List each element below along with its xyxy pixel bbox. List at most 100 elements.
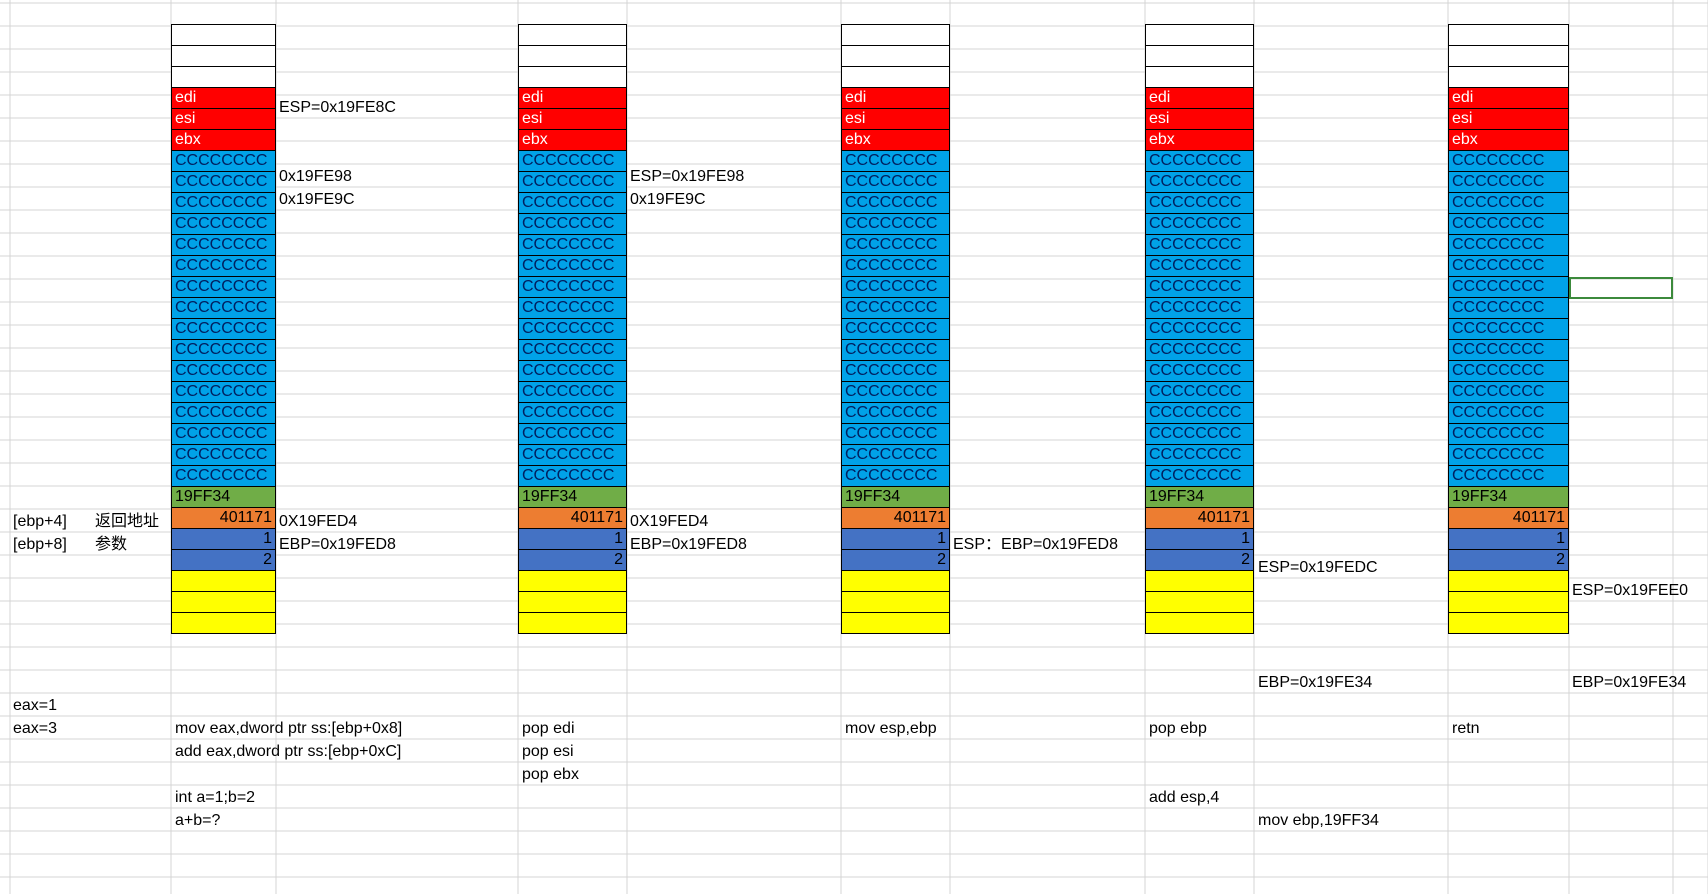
stack-cell: CCCCCCCC bbox=[1449, 235, 1568, 256]
stack-cell bbox=[1146, 46, 1253, 67]
stack-cell: CCCCCCCC bbox=[172, 298, 275, 319]
stack-cell: 2 bbox=[842, 550, 949, 571]
stack-cell: CCCCCCCC bbox=[1449, 319, 1568, 340]
stack-cell: CCCCCCCC bbox=[842, 151, 949, 172]
stack-cell bbox=[1146, 592, 1253, 613]
stack-cell: CCCCCCCC bbox=[1146, 466, 1253, 487]
stack-cell: 1 bbox=[1449, 529, 1568, 550]
stack-cell: CCCCCCCC bbox=[172, 193, 275, 214]
stack-cell bbox=[1146, 571, 1253, 592]
stack-cell bbox=[1146, 25, 1253, 46]
stack-cell: CCCCCCCC bbox=[519, 235, 626, 256]
stack-cell: edi bbox=[1146, 88, 1253, 109]
stack-cell: CCCCCCCC bbox=[519, 403, 626, 424]
stack-diagram-5: edi esi ebx CCCCCCCC CCCCCCCC CCCCCCCC CCCCCCC… bbox=[1448, 24, 1569, 634]
stack-cell: 1 bbox=[519, 529, 626, 550]
stack-cell: 401171 bbox=[1146, 508, 1253, 529]
stack-cell: CCCCCCCC bbox=[519, 382, 626, 403]
stack-cell: CCCCCCCC bbox=[1146, 340, 1253, 361]
col4-esp: ESP=0x19FEDC bbox=[1258, 559, 1378, 576]
col2-code3: pop ebx bbox=[522, 766, 579, 783]
label-return-address: 返回地址 bbox=[95, 513, 160, 530]
stack-cell: CCCCCCCC bbox=[842, 277, 949, 298]
stack-cell: CCCCCCCC bbox=[172, 319, 275, 340]
stack-cell: esi bbox=[172, 109, 275, 130]
stack-cell: CCCCCCCC bbox=[1449, 340, 1568, 361]
stack-cell bbox=[842, 25, 949, 46]
stack-cell: CCCCCCCC bbox=[1146, 151, 1253, 172]
stack-cell: CCCCCCCC bbox=[842, 403, 949, 424]
stack-cell bbox=[842, 67, 949, 88]
stack-cell: CCCCCCCC bbox=[172, 172, 275, 193]
stack-diagram-3: edi esi ebx CCCCCCCC CCCCCCCC CCCCCCCC CCCCCCC… bbox=[841, 24, 950, 634]
stack-cell bbox=[519, 46, 626, 67]
col2-code2: pop esi bbox=[522, 743, 574, 760]
stack-cell: CCCCCCCC bbox=[1146, 256, 1253, 277]
col1-code2: add eax,dword ptr ss:[ebp+0xC] bbox=[175, 743, 402, 760]
stack-cell: CCCCCCCC bbox=[519, 193, 626, 214]
selected-cell[interactable] bbox=[1569, 277, 1673, 299]
stack-cell: 2 bbox=[1146, 550, 1253, 571]
col2-code1: pop edi bbox=[522, 720, 575, 737]
stack-cell: CCCCCCCC bbox=[172, 382, 275, 403]
stack-cell: CCCCCCCC bbox=[842, 466, 949, 487]
stack-cell bbox=[1449, 592, 1568, 613]
stack-cell: 401171 bbox=[172, 508, 275, 529]
stack-cell: 401171 bbox=[519, 508, 626, 529]
col1-code4: a+b=? bbox=[175, 812, 221, 829]
label-eax3: eax=3 bbox=[13, 720, 58, 737]
stack-cell: CCCCCCCC bbox=[519, 361, 626, 382]
stack-cell: CCCCCCCC bbox=[842, 361, 949, 382]
col4-code3: mov ebp,19FF34 bbox=[1258, 812, 1379, 829]
stack-cell bbox=[1449, 46, 1568, 67]
stack-cell: CCCCCCCC bbox=[172, 256, 275, 277]
stack-cell: CCCCCCCC bbox=[842, 382, 949, 403]
stack-cell: CCCCCCCC bbox=[172, 151, 275, 172]
col4-code2: add esp,4 bbox=[1149, 789, 1220, 806]
stack-cell bbox=[842, 571, 949, 592]
stack-cell bbox=[842, 613, 949, 634]
stack-cell: CCCCCCCC bbox=[172, 361, 275, 382]
stack-cell: ebx bbox=[1146, 130, 1253, 151]
stack-cell: CCCCCCCC bbox=[519, 172, 626, 193]
stack-cell: 19FF34 bbox=[842, 487, 949, 508]
stack-cell: CCCCCCCC bbox=[1146, 172, 1253, 193]
stack-cell: CCCCCCCC bbox=[1146, 193, 1253, 214]
stack-cell: CCCCCCCC bbox=[1449, 193, 1568, 214]
stack-cell: esi bbox=[1146, 109, 1253, 130]
stack-cell: CCCCCCCC bbox=[172, 277, 275, 298]
stack-cell: CCCCCCCC bbox=[1449, 256, 1568, 277]
stack-cell: CCCCCCCC bbox=[1449, 298, 1568, 319]
stack-cell: CCCCCCCC bbox=[172, 235, 275, 256]
col1-code1: mov eax,dword ptr ss:[ebp+0x8] bbox=[175, 720, 403, 737]
stack-cell: ebx bbox=[519, 130, 626, 151]
stack-cell: 2 bbox=[172, 550, 275, 571]
stack-cell: 1 bbox=[172, 529, 275, 550]
stack-cell bbox=[172, 613, 275, 634]
stack-cell: CCCCCCCC bbox=[1146, 445, 1253, 466]
stack-cell: CCCCCCCC bbox=[519, 277, 626, 298]
label-ebp8: [ebp+8] bbox=[13, 536, 67, 553]
stack-cell: CCCCCCCC bbox=[842, 172, 949, 193]
stack-cell: CCCCCCCC bbox=[1449, 403, 1568, 424]
stack-cell bbox=[172, 571, 275, 592]
stack-cell bbox=[842, 592, 949, 613]
stack-cell: CCCCCCCC bbox=[1449, 424, 1568, 445]
stack-cell: CCCCCCCC bbox=[1146, 361, 1253, 382]
stack-cell: 401171 bbox=[1449, 508, 1568, 529]
stack-cell: CCCCCCCC bbox=[1449, 214, 1568, 235]
stack-cell: esi bbox=[519, 109, 626, 130]
stack-cell: esi bbox=[842, 109, 949, 130]
stack-cell: 19FF34 bbox=[172, 487, 275, 508]
stack-cell bbox=[1449, 613, 1568, 634]
stack-cell: CCCCCCCC bbox=[1146, 277, 1253, 298]
stack-cell: CCCCCCCC bbox=[519, 319, 626, 340]
stack-diagram-1: edi esi ebx CCCCCCCC CCCCCCCC CCCCCCCC CCCCCCC… bbox=[171, 24, 276, 634]
col2-ebp: EBP=0x19FED8 bbox=[630, 536, 747, 553]
col1-code3: int a=1;b=2 bbox=[175, 789, 256, 806]
col5-esp: ESP=0x19FEE0 bbox=[1572, 582, 1689, 599]
stack-cell bbox=[1449, 25, 1568, 46]
stack-cell: CCCCCCCC bbox=[842, 340, 949, 361]
col1-addrd4: 0X19FED4 bbox=[279, 513, 358, 530]
col2-esp: ESP=0x19FE98 bbox=[630, 168, 745, 185]
